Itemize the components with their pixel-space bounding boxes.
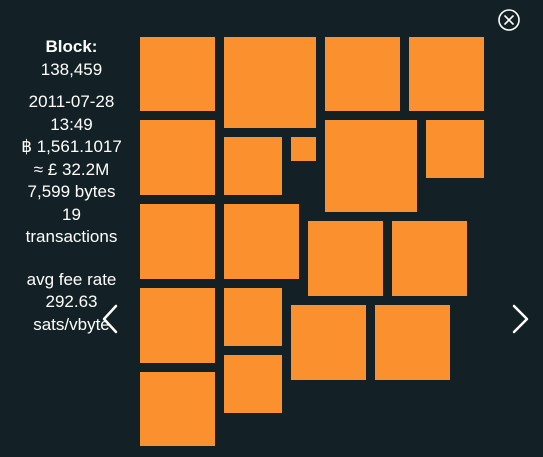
chevron-left-icon	[102, 304, 118, 334]
transaction-block[interactable]	[224, 204, 299, 279]
next-block-button[interactable]	[508, 302, 534, 336]
block-size: 7,599 bytes	[27, 182, 116, 201]
block-time: 13:49	[50, 114, 93, 134]
transaction-block[interactable]	[140, 37, 215, 111]
transaction-block[interactable]	[325, 120, 417, 212]
transaction-block[interactable]	[140, 204, 215, 279]
block-value-fiat: ≈ £ 32.2M	[33, 159, 110, 179]
transaction-block[interactable]	[140, 288, 215, 363]
close-button[interactable]	[497, 8, 521, 32]
transaction-block[interactable]	[325, 37, 400, 111]
fee-rate-value: 292.63	[45, 292, 98, 311]
transaction-block[interactable]	[140, 120, 215, 195]
chevron-right-icon	[512, 304, 529, 334]
transaction-block[interactable]	[140, 372, 215, 446]
block-date: 2011-07-28	[28, 92, 115, 111]
block-value-btc: ฿ 1,561.1017	[21, 137, 122, 156]
block-tx-count: 19	[62, 204, 81, 224]
fee-rate-label: avg fee rate	[26, 269, 117, 289]
transaction-block[interactable]	[409, 37, 484, 111]
transaction-block[interactable]	[291, 137, 316, 161]
transaction-block[interactable]	[375, 305, 450, 380]
block-label: Block:	[45, 37, 98, 56]
transaction-block[interactable]	[224, 137, 282, 195]
transaction-block[interactable]	[224, 37, 316, 128]
previous-block-button[interactable]	[98, 302, 124, 336]
transaction-block[interactable]	[392, 221, 467, 296]
fee-rate-unit: sats/vbyte	[33, 314, 110, 334]
block-height: 138,459	[40, 59, 103, 79]
transaction-block[interactable]	[224, 288, 282, 346]
transaction-block[interactable]	[308, 221, 383, 296]
transaction-block[interactable]	[224, 355, 282, 413]
close-circle-icon	[498, 9, 520, 31]
transaction-block[interactable]	[426, 120, 484, 178]
transaction-block[interactable]	[291, 305, 366, 380]
block-tx-label: transactions	[25, 227, 118, 246]
block-info: Block: 138,459 2011-07-28 13:49 ฿ 1,561.…	[0, 36, 143, 336]
